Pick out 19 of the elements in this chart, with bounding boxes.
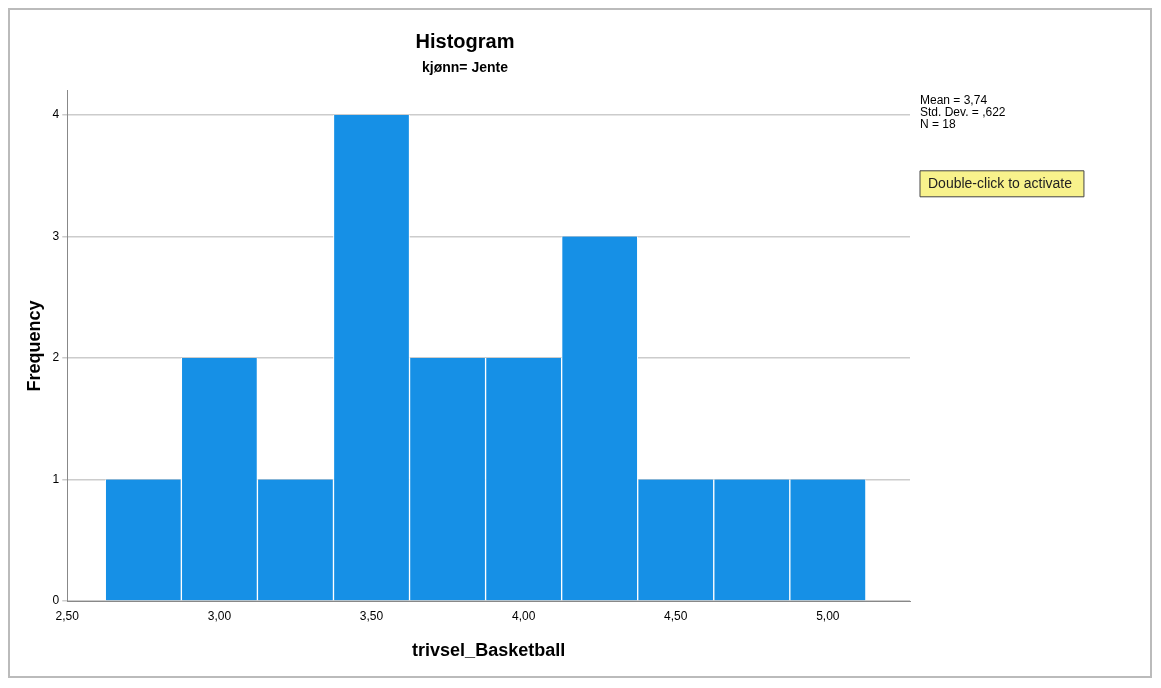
- x-tick-label: 3,00: [207, 608, 232, 623]
- y-tick-label: 4: [52, 107, 60, 122]
- chart-title: Histogram: [415, 29, 515, 52]
- chart-subtitle: kjønn= Jente: [422, 59, 509, 76]
- x-tick-label: 4,00: [511, 608, 536, 623]
- x-tick-label: 3,50: [359, 608, 384, 623]
- text: Mean = 3,74: [920, 93, 988, 108]
- x-tick-label: 4,50: [664, 608, 688, 623]
- x-tick-label: 5,00: [816, 608, 840, 623]
- y-tick-label: 1: [52, 471, 60, 486]
- text: N = 18: [920, 117, 957, 132]
- y-tick-label: 2: [52, 350, 60, 365]
- y-axis-title: Frequency: [23, 300, 44, 392]
- x-axis-title: trivsel_Basketball: [412, 640, 566, 661]
- y-tick-label: 0: [52, 593, 60, 608]
- text: Std. Dev. = ,622: [920, 105, 1006, 120]
- y-tick-label: 3: [52, 228, 60, 243]
- text: Double-click to activate: [928, 174, 1073, 191]
- x-tick-label: 2,50: [55, 608, 80, 623]
